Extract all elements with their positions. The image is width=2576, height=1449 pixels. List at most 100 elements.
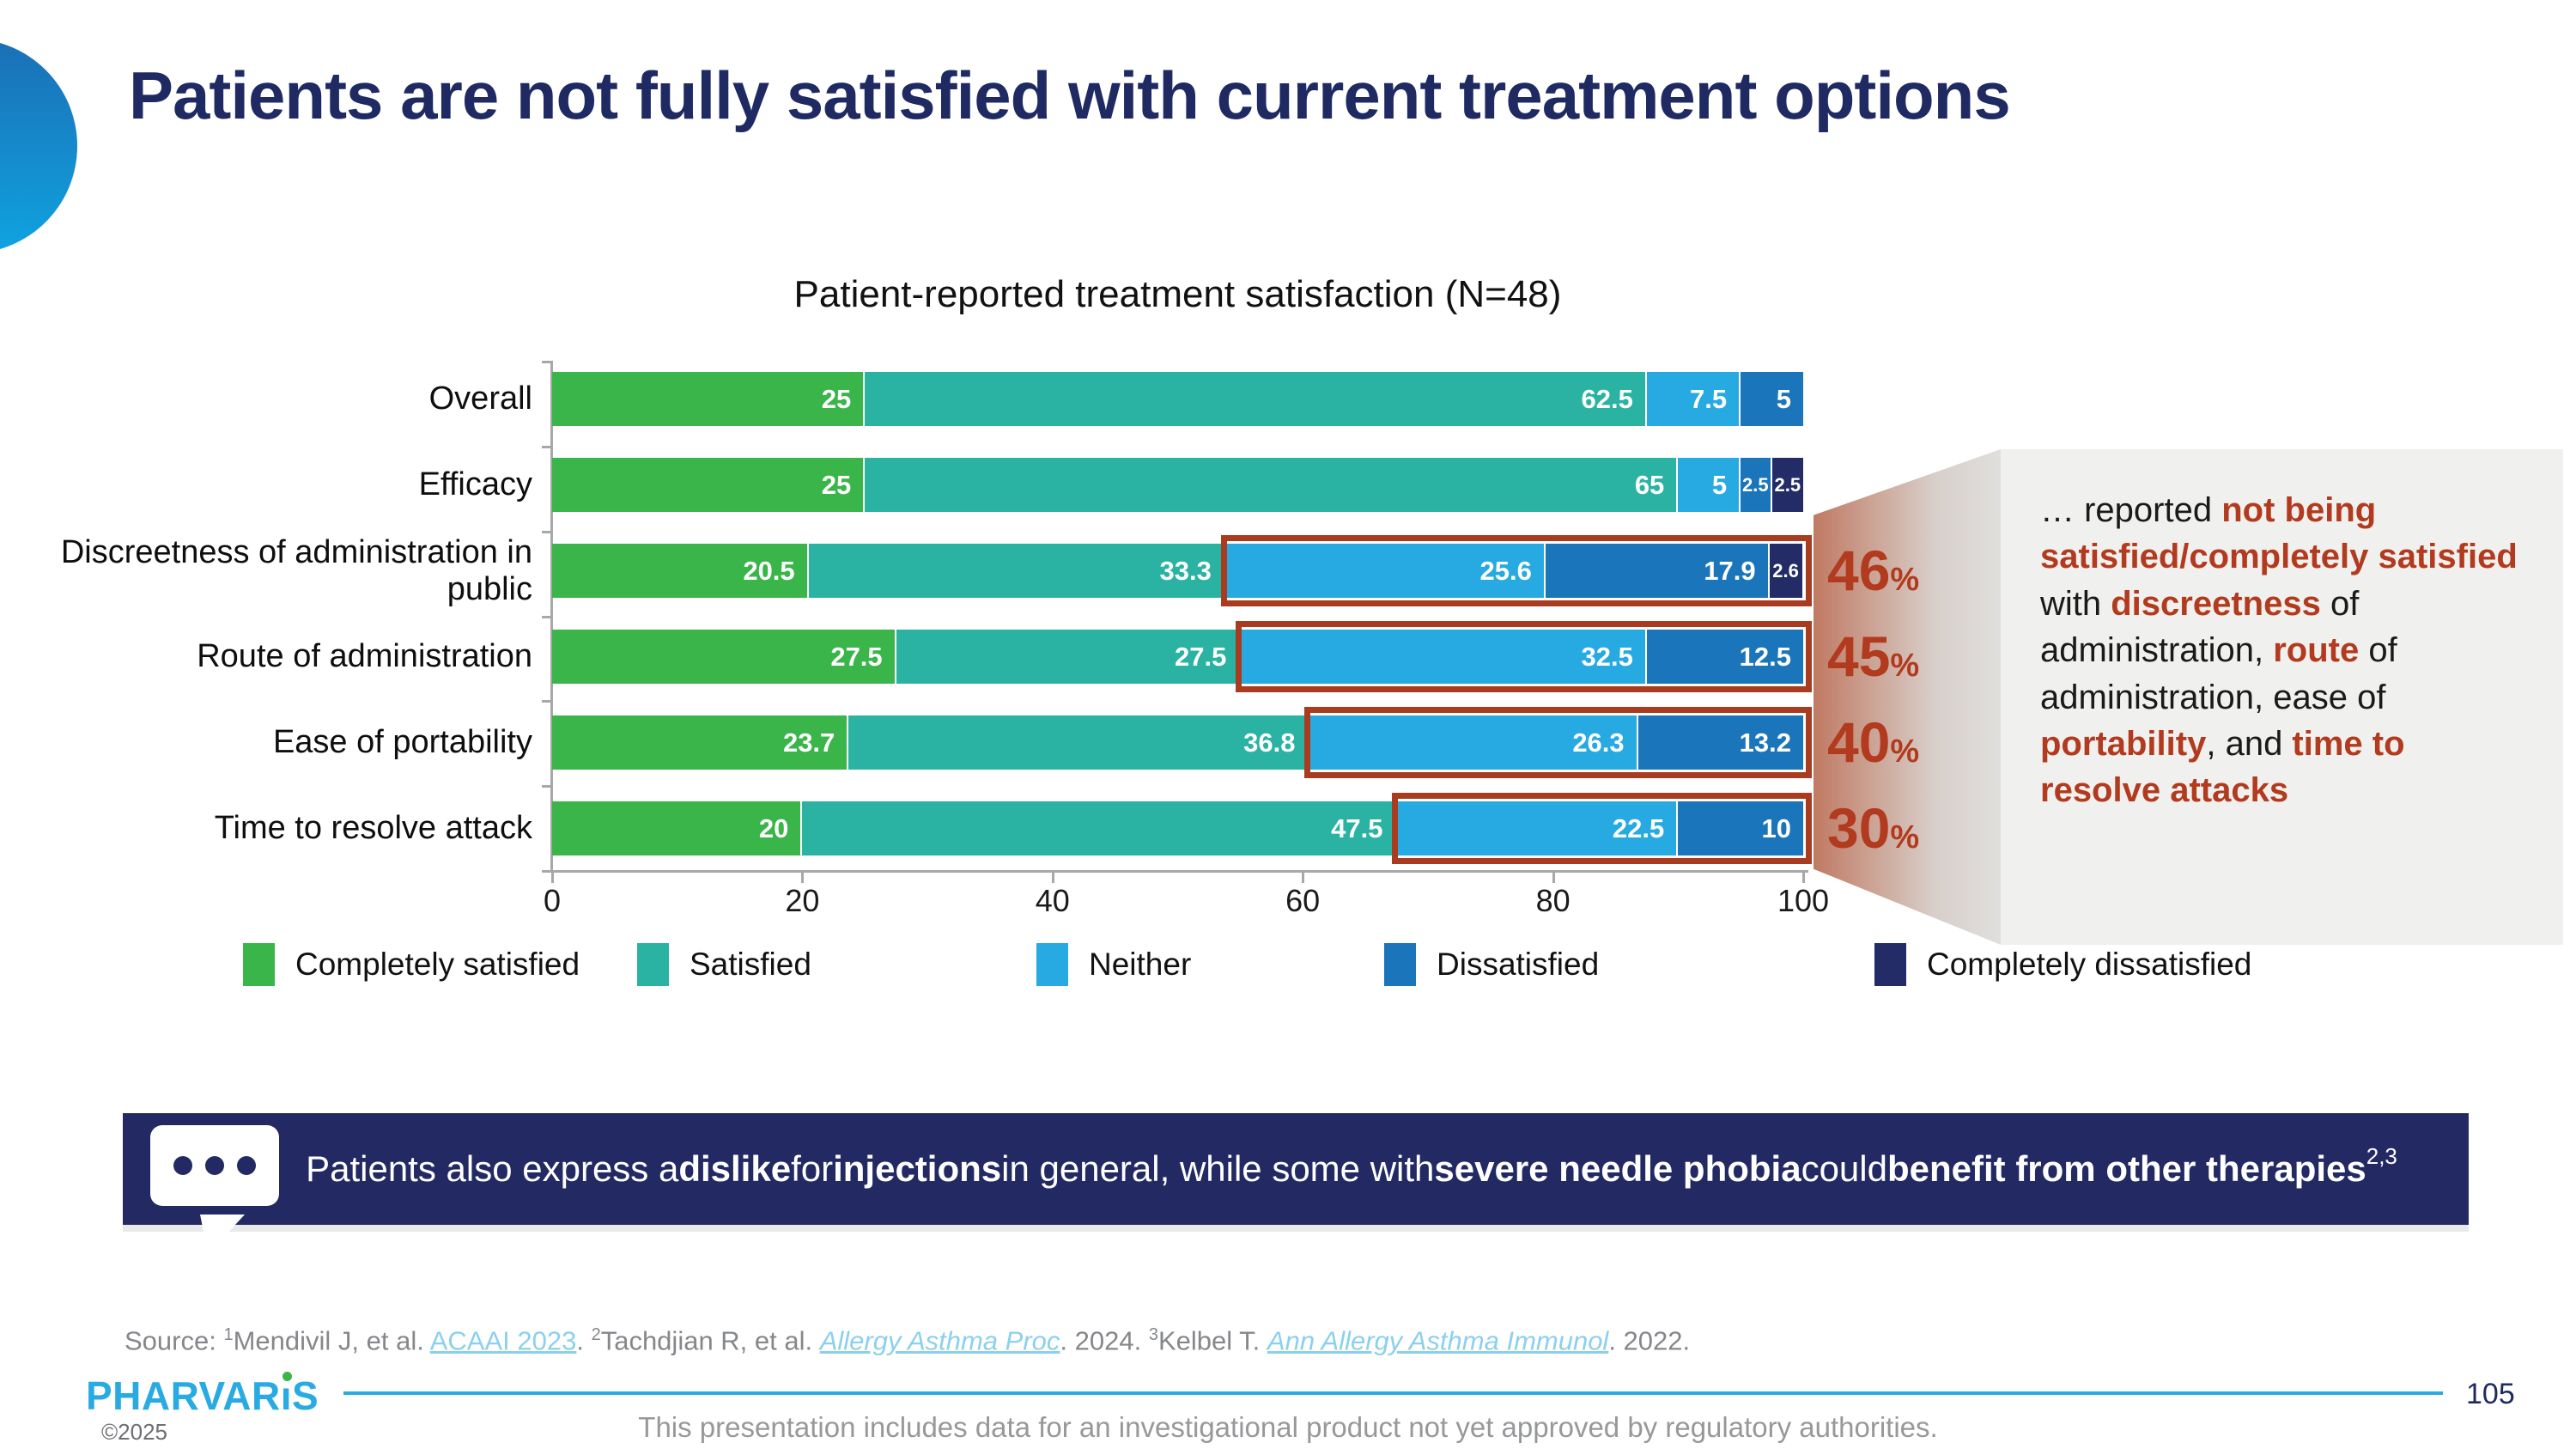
bar-segment: 25 [552, 372, 866, 426]
source-link[interactable]: ACAAI 2023 [429, 1325, 577, 1356]
category-label: Time to resolve attack [214, 810, 532, 847]
y-axis-line [550, 361, 553, 873]
speech-bubble-icon [150, 1125, 279, 1254]
legend-label: Neither [1089, 947, 1192, 982]
x-axis-tick-label: 0 [543, 883, 562, 918]
x-axis-tick [1802, 873, 1805, 883]
side-note-plain: of administration, [2040, 584, 2360, 670]
legend-item: Completely dissatisfied [1874, 943, 2251, 986]
bubble-dot [173, 1156, 192, 1175]
source-superscript: 1 [223, 1325, 234, 1344]
x-axis-tick [551, 873, 554, 883]
bar-segment: 27.5 [896, 630, 1241, 684]
y-axis-tick [542, 700, 550, 703]
side-note-plain: of administration, ease of [2040, 631, 2397, 716]
x-axis-tick-label: 100 [1777, 883, 1830, 918]
legend-swatch [1384, 943, 1416, 986]
x-axis-line [550, 870, 1808, 873]
bar-segment: 27.5 [552, 630, 896, 684]
legend-label: Completely dissatisfied [1927, 947, 2252, 982]
speech-bubble-tail [200, 1215, 245, 1254]
bar-segment: 13.2 [1637, 715, 1803, 770]
source-text: Tachdjian R, et al. [600, 1325, 820, 1356]
bar-segment-value: 20.5 [743, 555, 795, 586]
y-axis-tick [542, 870, 550, 873]
banner-text-segment: dislike [678, 1148, 792, 1189]
bar-segment: 26.3 [1309, 715, 1638, 770]
bar-row: 20.5 33.3 25.6 17.9 2.6 [552, 544, 1803, 598]
corner-decoration-circle [0, 39, 77, 253]
logo-text: S [292, 1373, 319, 1418]
legend-swatch [1874, 943, 1906, 986]
x-axis-tick-label: 40 [1035, 883, 1070, 918]
source-superscript: 3 [1148, 1325, 1158, 1344]
side-note-text: … reported not being satisfied/completel… [2040, 487, 2527, 814]
bar-segment: 20.5 [552, 544, 809, 598]
bar-segment: 2.5 [1771, 458, 1803, 512]
legend-label: Dissatisfied [1437, 947, 1600, 982]
bar-segment-value: 26.3 [1572, 727, 1625, 758]
side-note-emphasis: discreetness [2111, 584, 2321, 623]
side-note-emphasis: time to resolve attacks [2040, 724, 2405, 810]
x-axis-tick [1051, 873, 1054, 883]
x-axis-tick-label: 80 [1535, 883, 1571, 918]
bar-segment-value: 27.5 [830, 641, 883, 672]
banner-text: Patients also express a dislike for inje… [303, 1113, 2400, 1225]
x-axis-tick [1552, 873, 1555, 883]
bar-segment: 12.5 [1646, 630, 1803, 684]
bar-segment-value: 65 [1634, 469, 1665, 500]
side-note-emphasis: route [2273, 631, 2360, 670]
y-axis-tick [542, 530, 550, 533]
side-note-plain: … reported [2040, 491, 2222, 529]
bar-segment-value: 25.6 [1479, 555, 1532, 586]
footer-divider-line [343, 1391, 2443, 1395]
bar-segment: 20 [552, 801, 803, 855]
banner-text-segment: severe needle phobia [1434, 1148, 1801, 1189]
y-axis-tick [542, 445, 550, 448]
banner-text-segment: in general, while some with [1001, 1148, 1435, 1189]
legend-item: Completely satisfied [243, 943, 580, 986]
highlight-percentage: 46% [1827, 539, 1920, 602]
bar-segment-value: 5 [1711, 469, 1728, 500]
legend-item: Dissatisfied [1384, 943, 1599, 986]
bar-segment-value: 25 [821, 383, 852, 414]
bar-segment: 47.5 [802, 801, 1397, 855]
side-note-box: … reported not being satisfied/completel… [2001, 449, 2563, 945]
bar-segment: 62.5 [865, 372, 1647, 426]
source-link[interactable]: Allergy Asthma Proc [819, 1325, 1060, 1356]
source-superscript: 2 [591, 1325, 601, 1344]
side-note-emphasis: not being satisfied/completely satisfied [2040, 491, 2518, 576]
bar-segment-value: 7.5 [1690, 383, 1728, 414]
banner-text-segment: could [1801, 1148, 1887, 1189]
bar-segment: 2.5 [1741, 458, 1772, 512]
bar-segment-value: 32.5 [1581, 641, 1633, 672]
bar-row: 25 62.5 7.5 5 [552, 372, 1803, 426]
legend-swatch [243, 943, 275, 986]
category-label: Overall [428, 381, 532, 417]
bar-segment: 36.8 [848, 715, 1309, 770]
source-text: . 2022. [1608, 1325, 1691, 1356]
bar-segment-value: 12.5 [1739, 641, 1791, 672]
logo-text: PHARVAR [86, 1373, 281, 1418]
legend-swatch [637, 943, 669, 986]
category-label: Discreetness of administration in public [60, 533, 532, 607]
bar-segment: 32.5 [1240, 630, 1647, 684]
bar-segment: 33.3 [808, 544, 1225, 598]
logo-i-green-dot: ı [280, 1373, 292, 1418]
bar-segment-value: 36.8 [1243, 727, 1296, 758]
x-axis-tick [801, 873, 805, 883]
y-axis-tick [542, 785, 550, 788]
bar-row: 23.7 36.8 26.3 13.2 [552, 715, 1803, 770]
bar-segment: 25 [552, 458, 866, 512]
legend-item: Neither [1036, 943, 1191, 986]
bar-segment-value: 20 [758, 813, 789, 843]
side-note-plain: with [2040, 584, 2111, 623]
source-link[interactable]: Ann Allergy Asthma Immunol [1267, 1325, 1609, 1356]
bar-row: 27.5 27.5 32.5 12.5 [552, 630, 1803, 684]
bar-segment-value: 2.5 [1774, 473, 1801, 496]
legend-label: Satisfied [690, 947, 811, 982]
y-axis-tick [542, 615, 550, 618]
bar-segment-value: 22.5 [1612, 813, 1665, 843]
bar-segment: 23.7 [552, 715, 849, 770]
banner-text-segment: Patients also express a [306, 1148, 679, 1189]
